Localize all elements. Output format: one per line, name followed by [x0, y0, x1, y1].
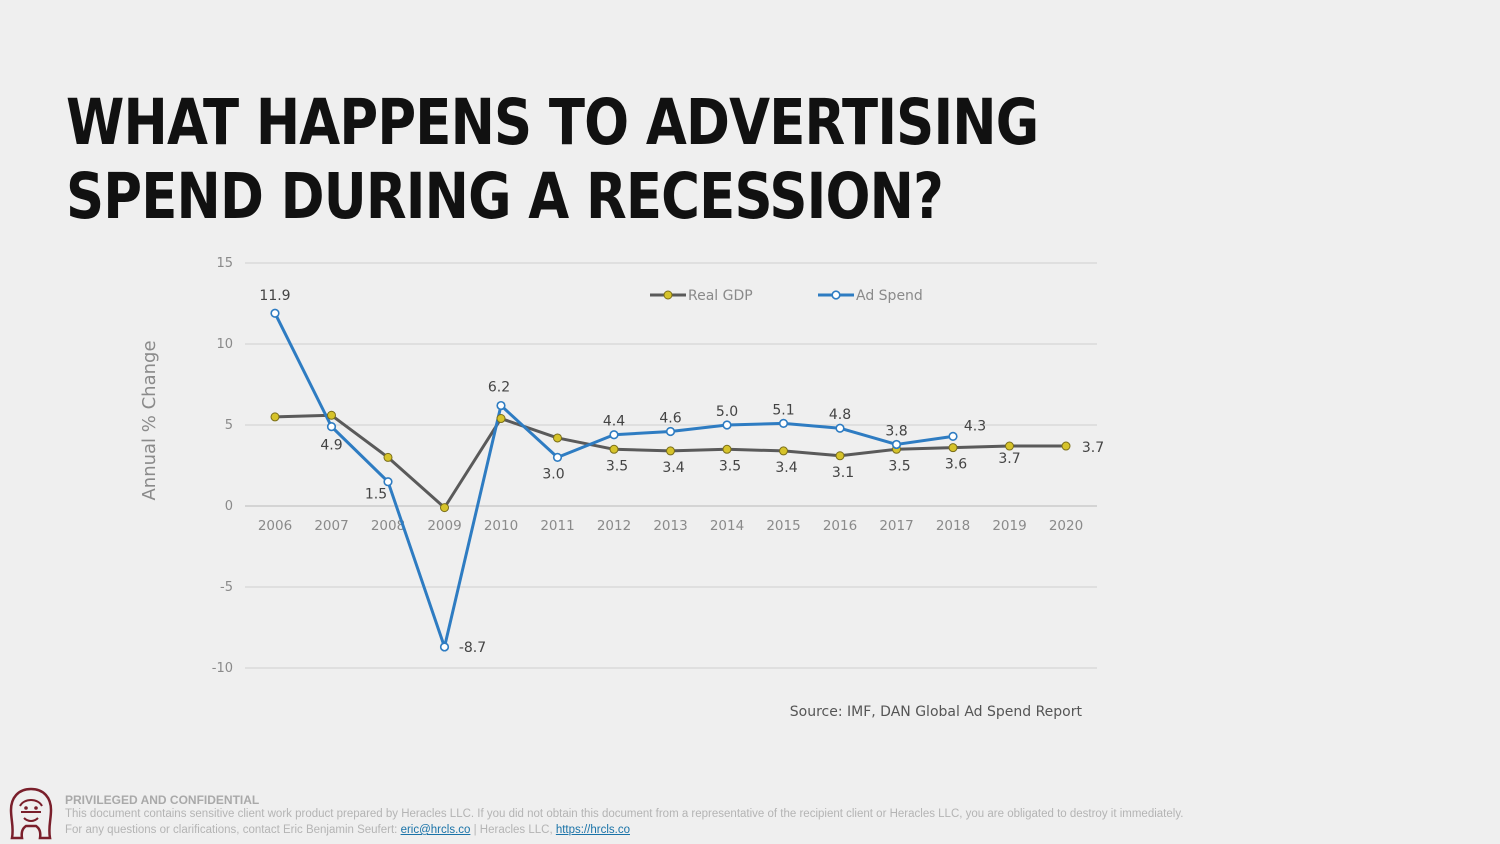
- ad-spend-data-label: 5.1: [772, 402, 794, 418]
- ad-spend-data-label: 3.0: [542, 466, 564, 482]
- y-tick-label: 15: [216, 256, 233, 271]
- real-gdp-point: [383, 452, 393, 462]
- gdp-data-label: 3.1: [832, 465, 854, 481]
- x-tick-label: 2015: [766, 518, 800, 534]
- real-gdp-point: [270, 412, 280, 422]
- ad-spend-point: [835, 423, 845, 433]
- ad-spend-data-label: 5.0: [716, 404, 738, 420]
- gdp-data-label: 3.4: [662, 460, 684, 476]
- x-tick-label: 2008: [371, 518, 405, 534]
- gdp-data-label: 3.5: [888, 458, 910, 474]
- ad-spend-data-label: 4.8: [829, 407, 851, 423]
- real-gdp-point: [779, 446, 788, 456]
- x-tick-label: 2007: [314, 518, 348, 534]
- ad-spend-point: [439, 642, 450, 652]
- x-tick-label: 2011: [540, 518, 574, 534]
- ad-spend-point: [722, 420, 732, 430]
- y-tick-label: -5: [220, 580, 233, 595]
- legend-marker: [663, 290, 673, 300]
- x-tick-label: 2019: [992, 518, 1026, 534]
- source-note: Source: IMF, DAN Global Ad Spend Report: [790, 704, 1083, 720]
- x-tick-label: 2012: [597, 518, 631, 534]
- legend-label: Ad Spend: [856, 288, 923, 304]
- y-axis-title: Annual % Change: [139, 340, 160, 500]
- x-tick-label: 2010: [484, 518, 518, 534]
- ad-spend-data-label: 4.9: [320, 438, 342, 454]
- ad-spend-point: [270, 308, 280, 318]
- slide-title: WHAT HAPPENS TO ADVERTISING SPEND DURING…: [66, 86, 1039, 233]
- heracles-logo-icon: [9, 787, 53, 840]
- x-tick-label: 2014: [710, 518, 744, 534]
- x-tick-label: 2017: [879, 518, 913, 534]
- ad-spend-data-label: 11.9: [259, 288, 290, 304]
- footer: PRIVILEGED AND CONFIDENTIAL This documen…: [0, 784, 1500, 844]
- real-gdp-point: [440, 503, 449, 513]
- x-tick-label: 2006: [258, 518, 292, 534]
- ad-spend-point: [552, 452, 563, 462]
- legend-marker: [831, 290, 841, 300]
- ad-spend-data-label: -8.7: [459, 640, 486, 656]
- y-tick-label: 0: [225, 499, 233, 514]
- real-gdp-point: [666, 446, 675, 456]
- real-gdp-point: [1005, 441, 1014, 451]
- ad-spend-data-label: 4.3: [964, 418, 986, 434]
- ad-spend-data-label: 1.5: [365, 487, 387, 503]
- contact-mid: | Heracles LLC,: [470, 824, 556, 836]
- x-tick-label: 2020: [1049, 518, 1083, 534]
- real-gdp-point: [835, 451, 845, 461]
- x-tick-label: 2013: [653, 518, 687, 534]
- gdp-data-label: 3.7: [1082, 440, 1104, 456]
- real-gdp-point: [722, 444, 732, 454]
- ad-spend-point: [326, 422, 337, 432]
- real-gdp-point: [1061, 441, 1071, 451]
- confidential-heading: PRIVILEGED AND CONFIDENTIAL: [65, 793, 260, 807]
- y-tick-label: -10: [212, 661, 233, 676]
- real-gdp-point: [327, 410, 336, 420]
- gdp-data-label: 3.6: [945, 457, 967, 473]
- real-gdp-point: [948, 443, 958, 453]
- ad-spend-point: [891, 439, 902, 450]
- gdp-data-label: 3.4: [775, 460, 797, 476]
- ad-spend-point: [665, 426, 676, 437]
- real-gdp-point: [553, 433, 562, 443]
- contact-line: For any questions or clarifications, con…: [65, 824, 630, 836]
- ad-spend-data-label: 4.6: [659, 410, 681, 426]
- line-chart: -10 -5 0 5 10 15 2006 2007 2008 2009 2010 2011 2012 2…: [139, 256, 1104, 720]
- ad-spend-data-label: 4.4: [603, 414, 625, 430]
- ad-spend-point: [609, 430, 619, 440]
- confidential-notice: This document contains sensitive client …: [65, 808, 1184, 820]
- ad-spend-point: [948, 431, 958, 441]
- x-tick-label: 2018: [936, 518, 970, 534]
- ad-spend-data-label: 6.2: [488, 380, 510, 396]
- contact-prefix: For any questions or clarifications, con…: [65, 824, 401, 836]
- email-link[interactable]: eric@hrcls.co: [400, 824, 471, 836]
- gdp-data-label: 3.7: [998, 451, 1020, 467]
- real-gdp-point: [609, 444, 619, 454]
- legend-label: Real GDP: [688, 288, 753, 304]
- ad-spend-point: [496, 400, 506, 411]
- gdp-data-label: 3.5: [606, 458, 628, 474]
- website-link[interactable]: https://hrcls.co: [555, 824, 630, 836]
- x-tick-label: 2009: [427, 518, 461, 534]
- y-tick-label: 10: [216, 337, 233, 352]
- ad-spend-point: [383, 477, 393, 487]
- real-gdp-point: [496, 414, 506, 424]
- gdp-data-label: 3.5: [719, 458, 741, 474]
- y-tick-label: 5: [225, 418, 233, 433]
- ad-spend-point: [778, 418, 789, 428]
- x-tick-label: 2016: [823, 518, 857, 534]
- ad-spend-data-label: 3.8: [885, 423, 907, 439]
